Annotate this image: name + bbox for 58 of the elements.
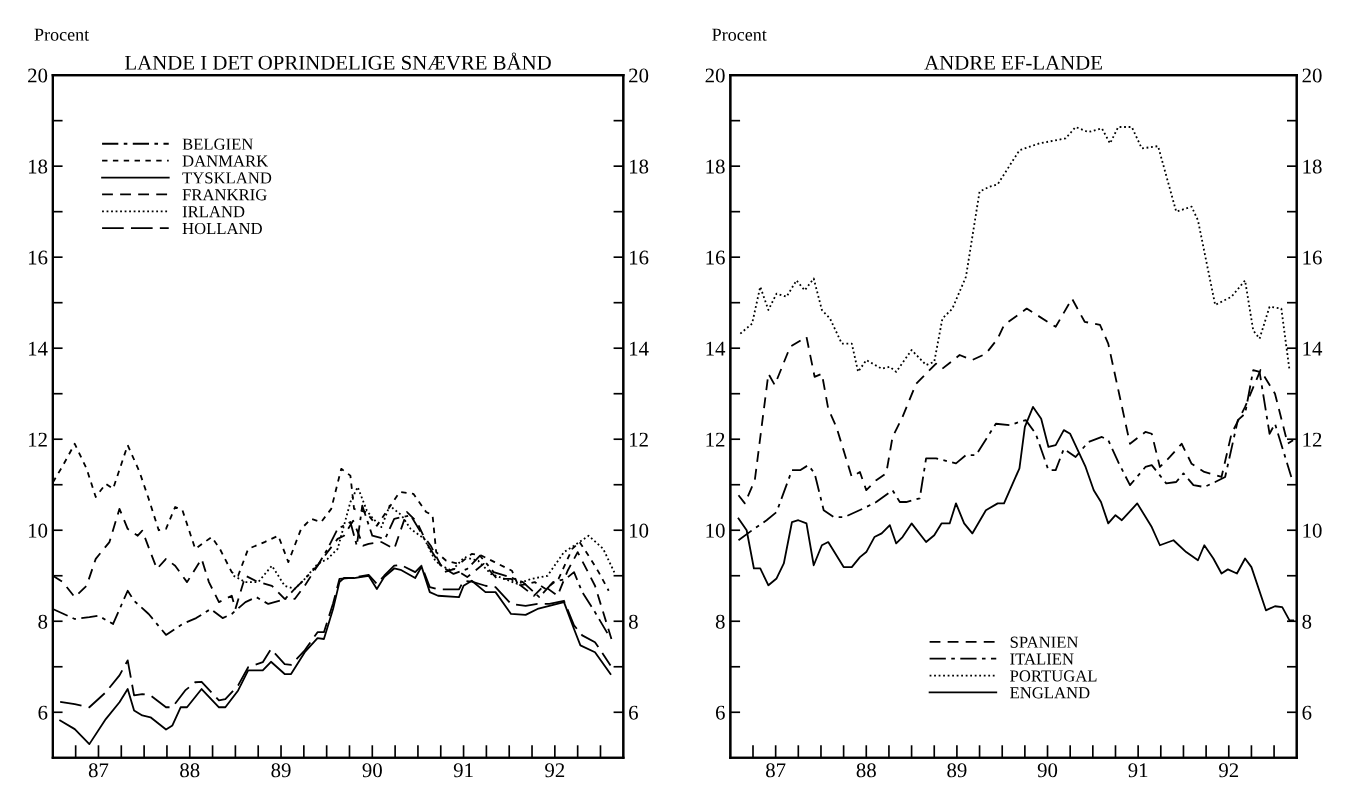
y-tick-label: 6 <box>715 705 725 720</box>
legend-label: ITALIEN <box>1010 653 1074 665</box>
y2-tick-label: 20 <box>629 68 649 83</box>
y2-tick-label: 10 <box>629 523 649 538</box>
x-tick-label: 88 <box>180 763 200 778</box>
x-tick-label: 90 <box>362 763 382 778</box>
legend-label: FRANKRIG <box>182 189 267 201</box>
y2-tick-label: 18 <box>1303 159 1322 174</box>
x-tick-label: 87 <box>88 763 109 778</box>
y2-tick-label: 10 <box>1303 523 1322 538</box>
y2-tick-label: 6 <box>629 705 638 720</box>
y2-tick-label: 14 <box>629 341 649 356</box>
y2-tick-label: 20 <box>1302 68 1322 83</box>
y-tick-label: 10 <box>28 523 48 538</box>
y-tick-label: 16 <box>706 250 725 265</box>
y2-tick-label: 8 <box>628 614 638 629</box>
y-tick-label: 8 <box>715 614 725 629</box>
y2-tick-label: 8 <box>1302 614 1312 629</box>
y2-tick-label: 14 <box>1303 341 1323 356</box>
y-tick-label: 12 <box>706 432 725 447</box>
legend-label: PORTUGAL <box>1010 670 1097 682</box>
y-tick-label: 6 <box>38 705 48 720</box>
legend-label: TYSKLAND <box>182 172 272 184</box>
y-tick-label: 12 <box>28 432 47 447</box>
x-tick-label: 89 <box>947 763 967 778</box>
y2-tick-label: 16 <box>1303 250 1322 265</box>
y-axis-title: Procent <box>712 28 767 41</box>
y-tick-label: 16 <box>28 250 48 265</box>
y2-tick-label: 6 <box>1302 705 1312 720</box>
y-tick-label: 20 <box>705 68 725 83</box>
x-tick-label: 92 <box>545 763 565 778</box>
y-tick-label: 18 <box>706 159 725 174</box>
y-tick-label: 10 <box>706 523 725 538</box>
chart-title: ANDRE EF-LANDE <box>924 55 1102 70</box>
legend-label: IRLAND <box>182 206 245 218</box>
x-tick-label: 88 <box>856 763 876 778</box>
legend-label: HOLLAND <box>182 222 262 235</box>
y2-tick-label: 18 <box>629 159 649 174</box>
x-tick-label: 89 <box>271 763 291 778</box>
y2-tick-label: 12 <box>1303 432 1322 447</box>
y-tick-label: 8 <box>38 614 48 629</box>
y2-tick-label: 16 <box>629 250 649 265</box>
x-tick-label: 91 <box>1128 763 1148 778</box>
y-tick-label: 20 <box>28 68 48 83</box>
y-tick-label: 18 <box>28 159 48 174</box>
x-tick-label: 92 <box>1219 763 1239 778</box>
legend-label: ENGLAND <box>1010 687 1090 699</box>
x-tick-label: 91 <box>453 763 473 778</box>
chart-title: LANDE I DET OPRINDELIGE SNÆVRE BÅND <box>125 52 551 70</box>
y2-tick-label: 12 <box>629 432 648 447</box>
x-tick-label: 90 <box>1037 763 1058 778</box>
legend-label: DANMARK <box>182 155 269 167</box>
y-tick-label: 14 <box>706 341 726 356</box>
legend-label: SPANIEN <box>1010 636 1079 648</box>
legend-label: BELGIEN <box>182 138 253 150</box>
y-axis-title: Procent <box>34 28 90 41</box>
x-tick-label: 87 <box>766 763 786 778</box>
y-tick-label: 14 <box>28 341 48 356</box>
